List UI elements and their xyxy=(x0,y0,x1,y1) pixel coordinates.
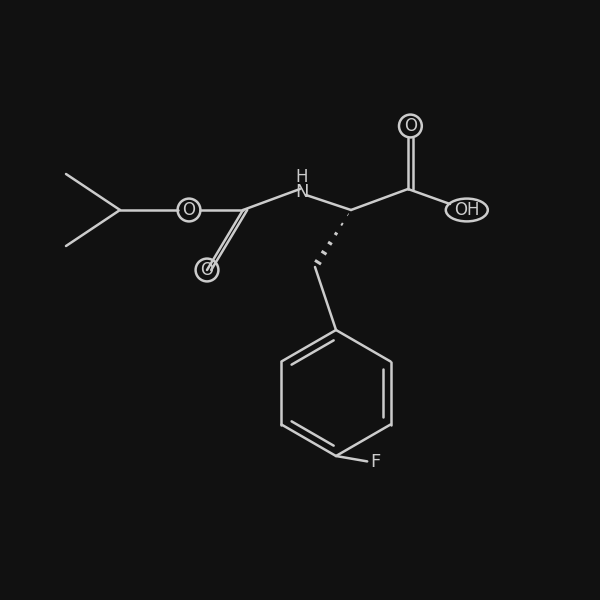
Text: OH: OH xyxy=(454,201,479,219)
Text: O: O xyxy=(200,261,214,279)
Text: O: O xyxy=(404,117,417,135)
Text: H: H xyxy=(296,168,308,186)
Text: F: F xyxy=(370,453,381,471)
Text: O: O xyxy=(182,201,196,219)
Text: N: N xyxy=(295,183,308,201)
